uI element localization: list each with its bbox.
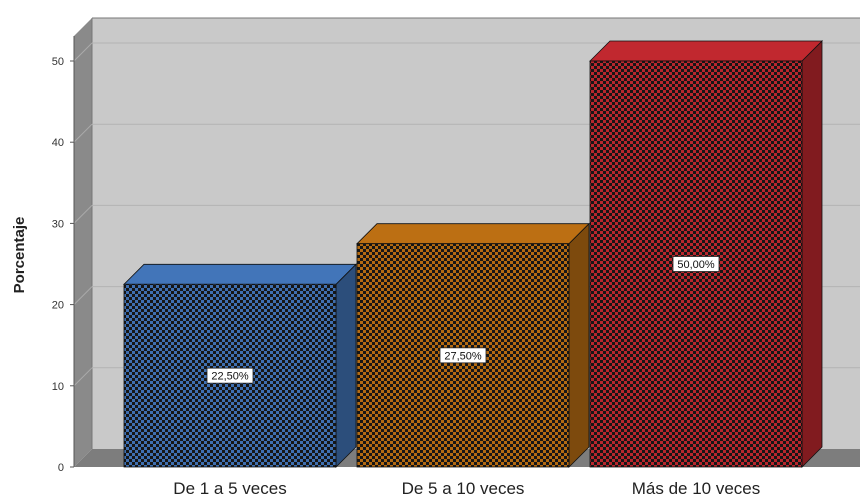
bar: 50,00%: [589, 40, 823, 468]
gridline: [73, 367, 93, 387]
y-tick-label: 50: [52, 56, 64, 68]
y-tick-label: 30: [52, 218, 64, 230]
y-tick-label: 20: [52, 300, 64, 312]
y-tick-label: 10: [52, 381, 64, 393]
bar-top: [589, 40, 823, 62]
bar-top: [356, 223, 590, 245]
bar: 27,50%: [356, 222, 590, 468]
bar-side: [568, 222, 590, 468]
bar-top: [123, 263, 357, 285]
x-category-label: De 1 a 5 veces: [173, 479, 286, 498]
y-axis: 0 10 20 30 40 50: [52, 36, 75, 474]
bar-side: [801, 40, 823, 468]
bars: 22,50% 27,50% 50,00%: [123, 40, 823, 468]
gridline: [73, 42, 93, 62]
gridline: [73, 286, 93, 305]
x-category-label: De 5 a 10 veces: [402, 479, 525, 498]
bar: 22,50%: [123, 263, 357, 468]
gridline: [73, 205, 93, 224]
bar-front: [589, 60, 803, 468]
gridline: [73, 123, 93, 143]
plot-left-wall: [74, 18, 92, 467]
y-axis-title: Porcentaje: [11, 217, 28, 294]
x-category-label: Más de 10 veces: [632, 479, 761, 498]
data-label-box: [439, 347, 487, 364]
y-tick-label: 40: [52, 137, 64, 149]
y-tick-label: 0: [58, 462, 64, 474]
x-axis-labels: De 1 a 5 veces De 5 a 10 veces Más de 10 v…: [173, 479, 760, 498]
bar-side: [335, 263, 357, 468]
data-label: 22,50%: [211, 371, 249, 383]
data-label: 27,50%: [444, 350, 482, 362]
data-label-box: [206, 367, 254, 384]
data-label: 50,00%: [677, 259, 715, 271]
data-label-box: [672, 256, 720, 272]
